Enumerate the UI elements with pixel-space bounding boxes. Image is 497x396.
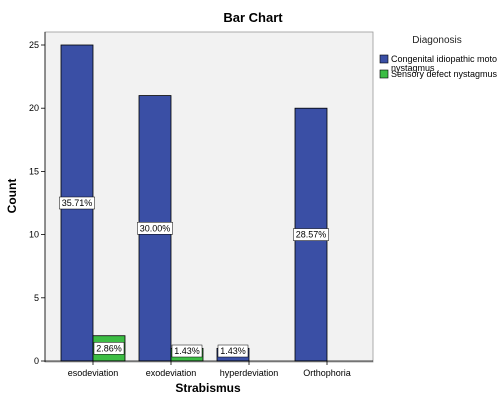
y-tick-label-10: 10 [29, 230, 39, 240]
data-label-esodeviation-series-1: 2.86% [96, 343, 122, 353]
data-label-box-Orthophoria-series-0 [293, 228, 329, 241]
legend-label-series-1: Sensory defect nystagmus [391, 69, 497, 79]
legend-swatch-series-0 [379, 54, 389, 64]
data-label-box-exodeviation-series-1 [171, 344, 203, 358]
data-label-exodeviation-series-0: 30.00% [140, 223, 171, 233]
data-label-hyperdeviation-series-0: 1.43% [220, 346, 246, 356]
x-tick-label-hyperdeviation: hyperdeviation [220, 368, 279, 378]
y-tick-label-5: 5 [34, 293, 39, 303]
legend-label-series-0: Congenital idiopathic motor nystagmus [391, 54, 497, 73]
x-tick-label-Orthophoria: Orthophoria [303, 368, 351, 378]
legend-title: Diagonosis [412, 35, 461, 46]
data-label-box-esodeviation-series-0 [59, 196, 95, 210]
y-tick-label-0: 0 [34, 356, 39, 366]
x-tick-label-exodeviation: exodeviation [146, 368, 197, 378]
x-axis-title: Strabismus [175, 381, 241, 395]
chart-title: Bar Chart [223, 10, 283, 25]
legend-swatch-series-1 [379, 69, 389, 79]
data-label-exodeviation-series-1: 1.43% [174, 346, 200, 356]
x-tick-label-esodeviation: esodeviation [68, 368, 119, 378]
data-label-box-hyperdeviation-series-0 [217, 344, 249, 358]
y-axis-title: Count [5, 179, 19, 214]
legend: Diagonosis Congenital idiopathic motor ny… [379, 35, 497, 79]
data-label-box-exodeviation-series-0 [137, 222, 173, 235]
y-tick-label-25: 25 [29, 40, 39, 50]
data-label-Orthophoria-series-0: 28.57% [296, 230, 327, 240]
y-tick-label-20: 20 [29, 103, 39, 113]
y-tick-label-15: 15 [29, 166, 39, 176]
data-label-box-esodeviation-series-1 [93, 342, 125, 355]
data-label-esodeviation-series-0: 35.71% [62, 198, 93, 208]
